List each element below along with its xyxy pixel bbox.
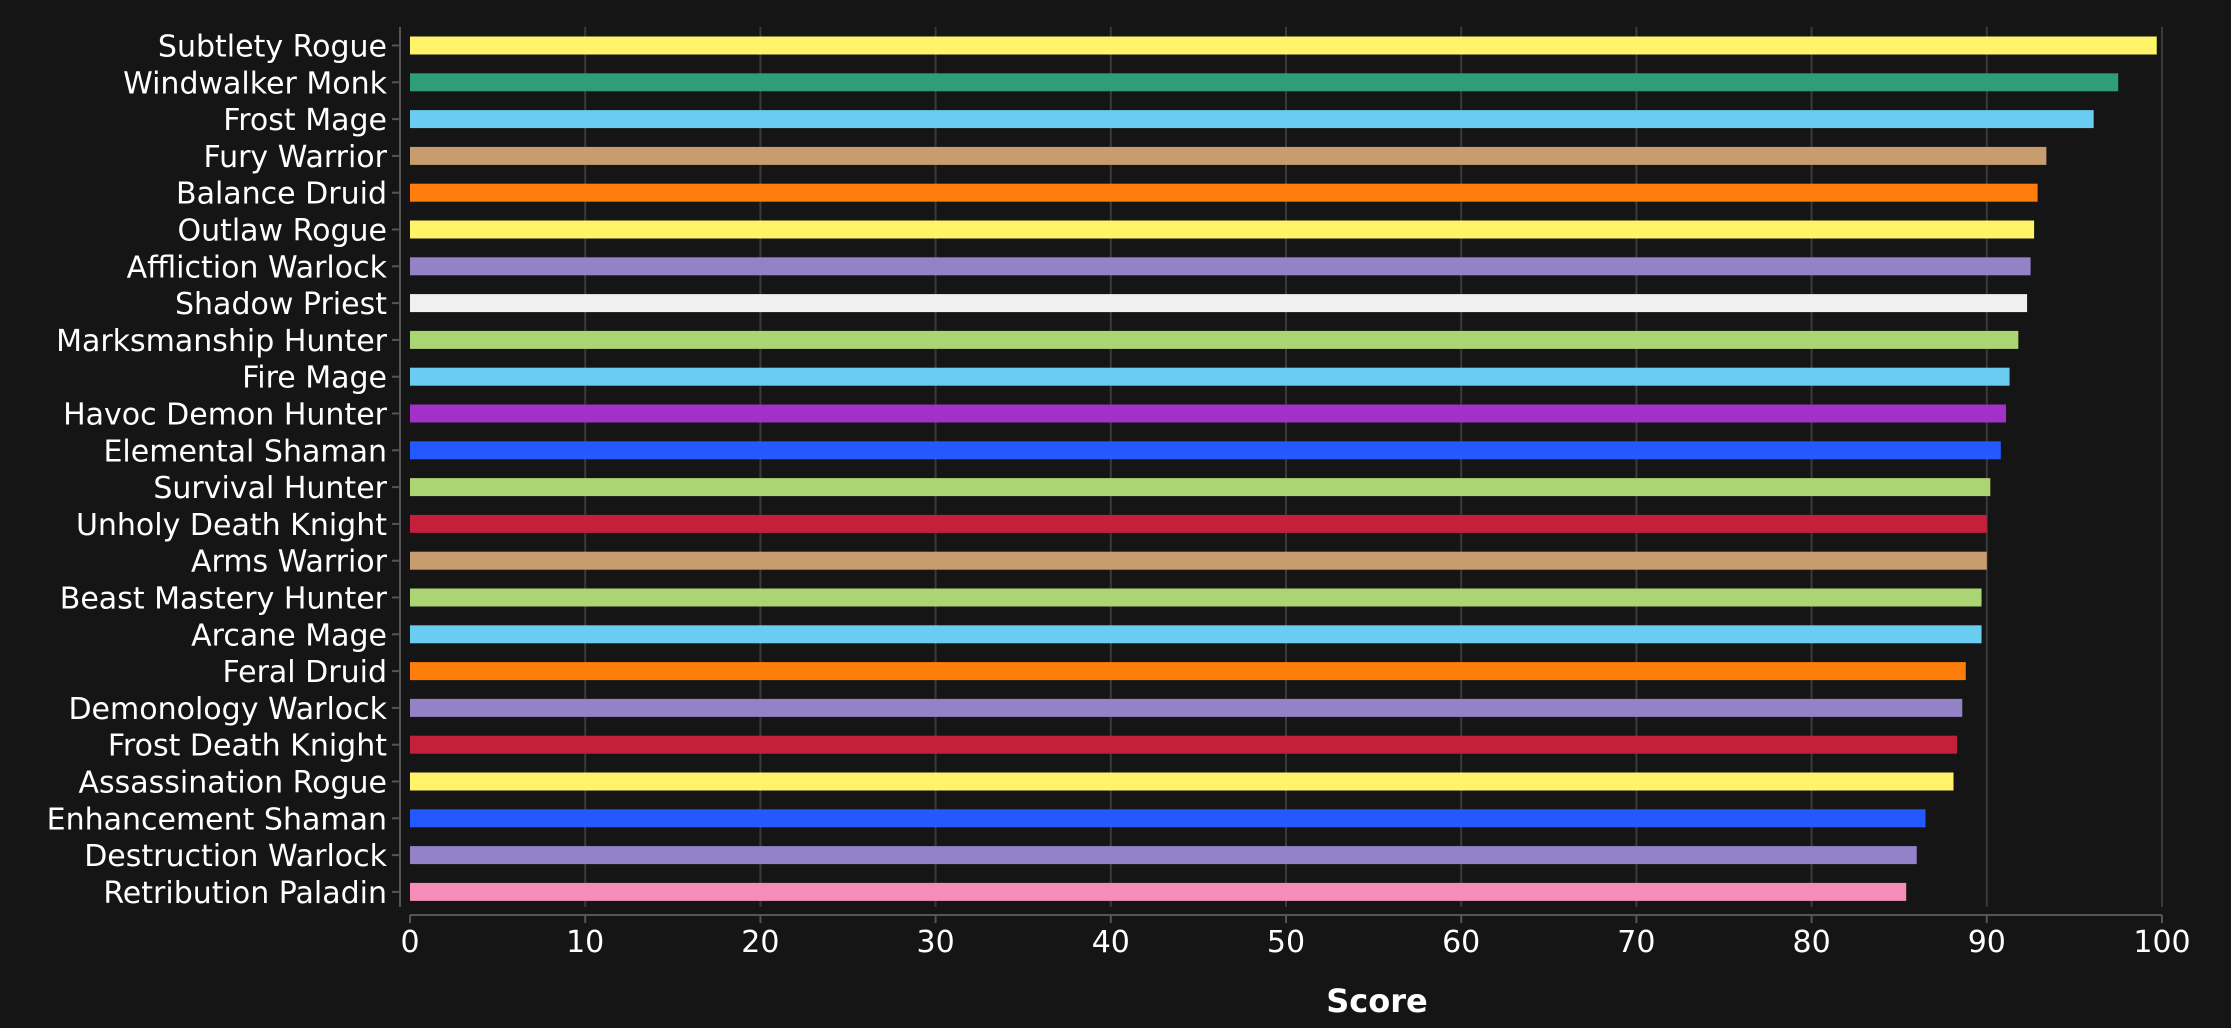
category-label: Arms Warrior bbox=[191, 545, 388, 580]
bar bbox=[410, 146, 2047, 165]
x-tick-label: 80 bbox=[1793, 925, 1831, 960]
bar bbox=[410, 882, 1907, 901]
category-label: Feral Druid bbox=[223, 655, 388, 690]
x-tick-label: 60 bbox=[1442, 925, 1480, 960]
category-label: Marksmanship Hunter bbox=[56, 324, 388, 359]
x-axis: 0 10 20 30 40 50 60 70 80 90 100 bbox=[400, 914, 2191, 960]
bar bbox=[410, 183, 2038, 202]
category-label: Arcane Mage bbox=[191, 618, 387, 653]
bar bbox=[410, 257, 2031, 276]
category-label: Shadow Priest bbox=[175, 287, 387, 322]
category-label: Balance Druid bbox=[176, 177, 387, 212]
category-label: Outlaw Rogue bbox=[177, 214, 387, 249]
bar bbox=[410, 294, 2028, 313]
grid-lines bbox=[584, 27, 2163, 907]
category-label: Demonology Warlock bbox=[68, 692, 387, 727]
bar bbox=[410, 73, 2119, 92]
bar bbox=[410, 367, 2010, 386]
category-label: Assassination Rogue bbox=[78, 766, 387, 801]
bar bbox=[410, 846, 1917, 865]
bar bbox=[410, 110, 2094, 129]
bar bbox=[410, 662, 1966, 681]
x-tick-label: 0 bbox=[400, 925, 419, 960]
category-label: Fury Warrior bbox=[203, 140, 387, 175]
bar bbox=[410, 551, 1987, 570]
category-label: Beast Mastery Hunter bbox=[60, 582, 388, 617]
category-label: Subtlety Rogue bbox=[158, 30, 387, 65]
x-axis-title: Score bbox=[1326, 982, 1427, 1020]
category-label: Windwalker Monk bbox=[123, 66, 388, 101]
bar bbox=[410, 625, 1982, 644]
category-label: Survival Hunter bbox=[153, 471, 387, 506]
bar bbox=[410, 478, 1991, 497]
category-label: Elemental Shaman bbox=[103, 434, 387, 469]
bar bbox=[410, 404, 2007, 423]
x-tick-label: 10 bbox=[566, 925, 604, 960]
category-label: Destruction Warlock bbox=[84, 839, 387, 874]
category-label: Unholy Death Knight bbox=[76, 508, 387, 543]
bar bbox=[410, 772, 1954, 791]
category-label: Enhancement Shaman bbox=[47, 802, 387, 837]
category-label: Havoc Demon Hunter bbox=[63, 398, 388, 433]
bar bbox=[410, 441, 2001, 460]
bar bbox=[410, 735, 1958, 754]
x-tick-label: 50 bbox=[1267, 925, 1305, 960]
x-tick-label: 30 bbox=[917, 925, 955, 960]
category-label: Frost Death Knight bbox=[108, 729, 387, 764]
bar bbox=[410, 514, 1987, 533]
bar bbox=[410, 330, 2019, 349]
x-tick-label: 40 bbox=[1092, 925, 1130, 960]
x-tick-label: 90 bbox=[1968, 925, 2006, 960]
bar bbox=[410, 698, 1963, 717]
category-label: Affliction Warlock bbox=[127, 250, 388, 285]
category-label: Frost Mage bbox=[223, 103, 387, 138]
bar bbox=[410, 220, 2035, 239]
bar bbox=[410, 588, 1982, 607]
bar bbox=[410, 36, 2157, 55]
x-tick-label: 70 bbox=[1617, 925, 1655, 960]
x-tick-label: 100 bbox=[2133, 925, 2190, 960]
category-label: Fire Mage bbox=[242, 361, 387, 396]
x-tick-label: 20 bbox=[741, 925, 779, 960]
bars bbox=[410, 36, 2157, 901]
category-label: Retribution Paladin bbox=[103, 876, 387, 911]
bar bbox=[410, 809, 1926, 828]
